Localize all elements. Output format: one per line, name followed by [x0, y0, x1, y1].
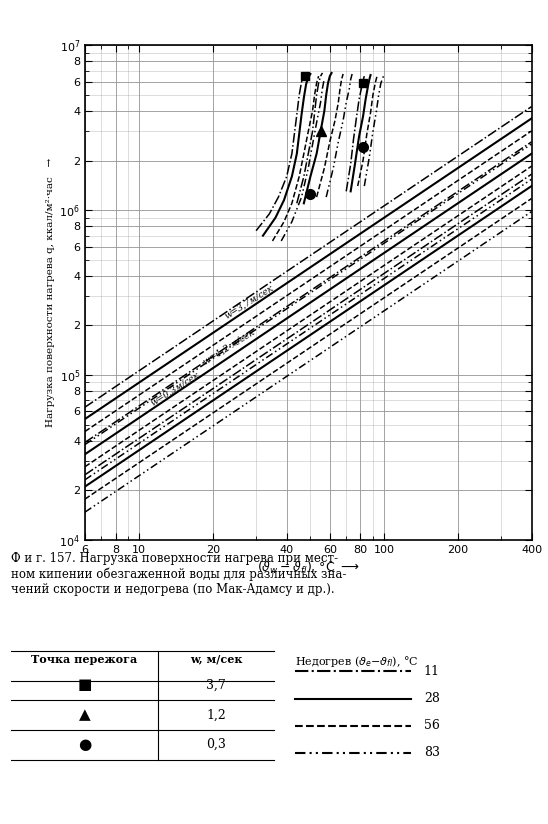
Text: ▲: ▲	[79, 707, 90, 723]
Text: 28: 28	[424, 692, 440, 705]
Text: 1,2: 1,2	[206, 709, 226, 721]
Text: Недогрев ($\vartheta_e$−$\vartheta_{fl}$), °С: Недогрев ($\vartheta_e$−$\vartheta_{fl}$…	[295, 653, 419, 668]
X-axis label: $(\vartheta_w-\vartheta_{fl})$, °C $\longrightarrow$: $(\vartheta_w-\vartheta_{fl})$, °C $\lon…	[257, 560, 359, 576]
Text: 0,3: 0,3	[206, 738, 226, 751]
Text: w, м/сек: w, м/сек	[190, 653, 242, 665]
Text: w=3,7м/сек: w=3,7м/сек	[223, 283, 275, 321]
Text: w=1,2 м/сек: w=1,2 м/сек	[202, 328, 256, 367]
Text: ■: ■	[77, 677, 92, 692]
Text: Ф и г. 157. Нагрузка поверхности нагрева при мест-
ном кипении обезгаженной воды: Ф и г. 157. Нагрузка поверхности нагрева…	[11, 552, 346, 596]
Text: Точка пережога: Точка пережога	[31, 653, 138, 665]
Text: 11: 11	[424, 665, 440, 678]
Text: 3,7: 3,7	[206, 678, 226, 691]
Text: 56: 56	[424, 719, 440, 733]
Text: 83: 83	[424, 747, 440, 760]
Text: w=0,3м/сек: w=0,3м/сек	[150, 371, 202, 408]
Y-axis label: Нагрузка поверхности нагрева q, ккал/м²·час   →: Нагрузка поверхности нагрева q, ккал/м²·…	[46, 158, 55, 427]
Text: ●: ●	[78, 737, 91, 752]
